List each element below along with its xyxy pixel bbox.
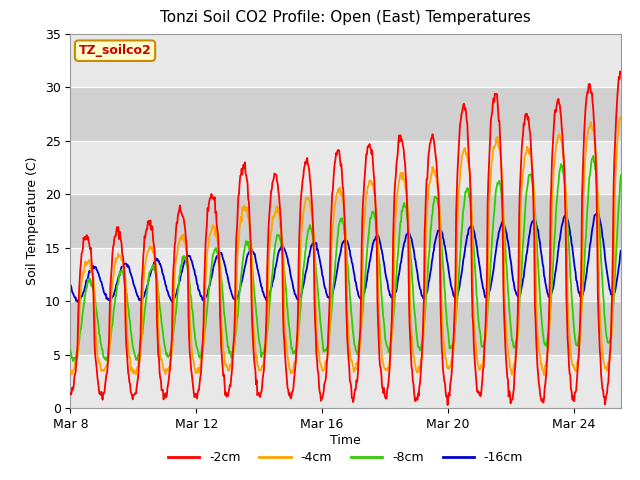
-4cm — [437, 246, 445, 252]
Line: -4cm: -4cm — [70, 117, 621, 375]
-8cm — [589, 153, 597, 159]
-8cm — [377, 279, 385, 285]
-4cm — [540, 372, 548, 378]
-8cm — [617, 172, 625, 178]
Bar — [70, 0, 621, 34]
-4cm — [302, 195, 310, 201]
X-axis label: Time: Time — [330, 433, 361, 446]
-16cm — [342, 236, 350, 242]
Title: Tonzi Soil CO2 Profile: Open (East) Temperatures: Tonzi Soil CO2 Profile: Open (East) Temp… — [160, 11, 531, 25]
Bar — [70, 248, 621, 301]
-4cm — [67, 369, 74, 374]
Line: -16cm: -16cm — [70, 213, 621, 302]
Line: -2cm: -2cm — [70, 72, 621, 405]
-2cm — [437, 323, 445, 328]
-2cm — [376, 363, 384, 369]
-2cm — [616, 69, 624, 74]
-4cm — [376, 327, 384, 333]
-2cm — [617, 71, 625, 77]
-4cm — [374, 227, 381, 232]
-2cm — [341, 242, 349, 248]
Bar — [70, 87, 621, 141]
-16cm — [617, 248, 625, 253]
-16cm — [303, 267, 310, 273]
Bar — [70, 34, 621, 87]
-2cm — [444, 402, 451, 408]
-4cm — [616, 114, 624, 120]
-8cm — [207, 269, 214, 275]
-4cm — [206, 231, 214, 237]
-2cm — [206, 195, 214, 201]
-8cm — [67, 348, 74, 353]
Bar — [70, 355, 621, 408]
-16cm — [74, 299, 81, 305]
-4cm — [617, 115, 625, 120]
-16cm — [377, 242, 385, 248]
Bar — [70, 301, 621, 355]
Legend: -2cm, -4cm, -8cm, -16cm: -2cm, -4cm, -8cm, -16cm — [163, 446, 528, 469]
Bar — [70, 194, 621, 248]
Line: -8cm: -8cm — [70, 156, 621, 361]
-8cm — [342, 242, 350, 248]
-16cm — [207, 276, 214, 282]
-2cm — [302, 161, 310, 167]
-8cm — [303, 239, 310, 244]
Text: TZ_soilco2: TZ_soilco2 — [79, 44, 152, 57]
-2cm — [67, 390, 74, 396]
-8cm — [69, 358, 77, 364]
-8cm — [374, 247, 382, 252]
-16cm — [594, 210, 602, 216]
Y-axis label: Soil Temperature (C): Soil Temperature (C) — [26, 156, 39, 285]
-8cm — [438, 244, 445, 250]
-16cm — [67, 283, 74, 289]
-4cm — [341, 223, 349, 228]
-2cm — [374, 298, 381, 303]
-16cm — [438, 229, 445, 235]
Bar — [70, 141, 621, 194]
-16cm — [374, 232, 382, 238]
